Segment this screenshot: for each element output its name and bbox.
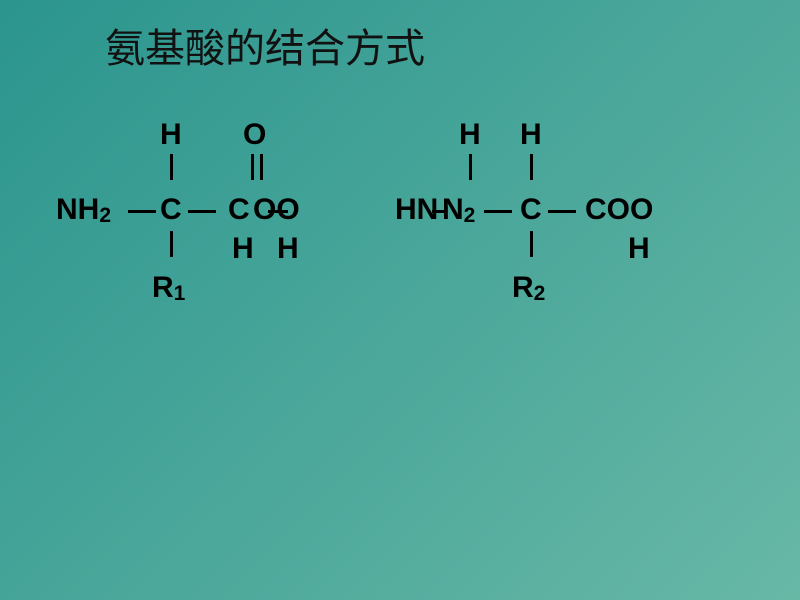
- bond: [548, 210, 576, 213]
- atom-a2_h: H: [628, 232, 650, 266]
- atom-a1_c1: C: [160, 193, 182, 227]
- atom-a1_r1: R1: [152, 271, 185, 305]
- atom-a1_h_mid2: H: [277, 232, 299, 266]
- atom-a2_h_top1: H: [459, 118, 481, 152]
- bond: [188, 210, 216, 213]
- bond: [432, 210, 446, 213]
- slide-title: 氨基酸的结合方式: [105, 16, 425, 74]
- atom-a1_nh2: NH2: [56, 193, 111, 227]
- atom-a2_cooh: COO: [585, 193, 653, 227]
- atom-a2_r2: R2: [512, 271, 545, 305]
- slide-canvas: 氨基酸的结合方式 HONH2CCOOHHR1HNN2HHCCOOHR2: [0, 0, 800, 600]
- bond: [268, 210, 288, 213]
- atom-a2_h_top2: H: [520, 118, 542, 152]
- atom-a1_h_mid: H: [232, 232, 254, 266]
- bond: [251, 154, 263, 180]
- atom-a1_h_top: H: [160, 118, 182, 152]
- bond: [530, 231, 533, 257]
- bond: [128, 210, 156, 213]
- bond: [170, 154, 173, 180]
- bond: [484, 210, 512, 213]
- bond: [170, 231, 173, 257]
- bond: [469, 154, 472, 180]
- atom-a2_c: C: [520, 193, 542, 227]
- atom-mid_nh2: N2: [442, 193, 475, 227]
- atom-a1_c2: C: [228, 193, 250, 227]
- bond: [530, 154, 533, 180]
- atom-a1_o_top: O: [243, 118, 266, 152]
